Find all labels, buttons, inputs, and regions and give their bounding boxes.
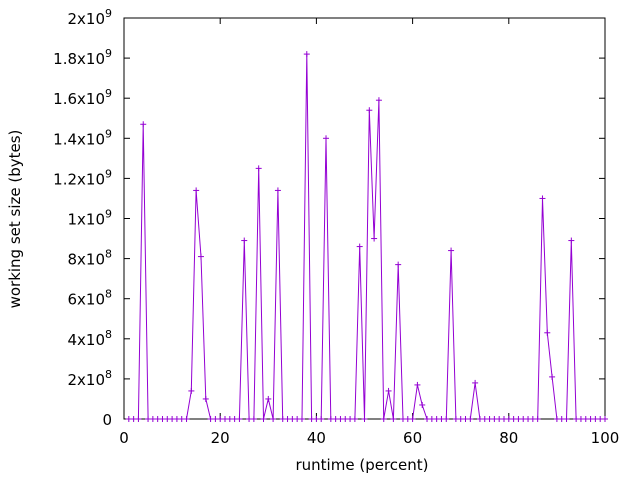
data-point [544,329,551,336]
data-point [140,121,147,128]
data-point [409,416,416,422]
data-point [318,416,325,422]
data-points [125,51,608,422]
x-tick-label: 100 [591,429,620,447]
data-point [366,107,373,114]
data-point [250,416,257,422]
series-line [128,54,605,420]
y-tick-label: 2x109 [67,7,112,28]
data-point [563,416,570,422]
y-tick-label: 8x108 [67,248,112,269]
data-point [414,381,421,388]
y-tick-label: 6x108 [67,288,112,309]
data-point [371,235,378,242]
y-tick-label: 1x109 [67,208,112,229]
data-point [255,165,262,172]
data-point [183,416,190,422]
data-point [356,243,363,250]
data-point [467,416,474,422]
plot-frame [123,17,606,420]
y-tick-label: 1.6x109 [53,87,112,108]
x-tick-label: 60 [403,429,422,447]
data-point [260,416,267,422]
data-point [298,416,305,422]
data-point [188,387,195,394]
data-point [197,253,204,260]
data-point [602,416,608,422]
data-point [236,416,243,422]
x-tick-label: 80 [499,429,518,447]
y-axis-label: working set size (bytes) [6,130,24,309]
data-point [472,379,479,386]
data-point [265,395,272,402]
data-point [534,416,541,422]
data-point [361,416,368,422]
data-point [270,416,277,422]
data-point [303,51,310,58]
data-point [443,416,450,422]
x-axis: 0 20 40 60 80 100 [119,18,619,447]
x-tick-label: 40 [307,429,326,447]
y-tick-label: 1.4x109 [53,127,112,148]
data-point [395,261,402,268]
data-point [202,395,209,402]
x-tick-label: 20 [211,429,230,447]
y-axis: 0 2x108 4x108 6x108 8x108 1x109 1.2x109 1.4x109… [53,7,605,429]
x-tick-label: 0 [119,429,129,447]
data-point [375,97,382,104]
data-point [241,237,248,244]
data-point [539,195,546,202]
data-point [385,387,392,394]
x-axis-label: runtime (percent) [296,456,429,474]
y-tick-label: 0 [102,411,112,429]
data-point [549,373,556,380]
data-point [568,237,575,244]
data-point [193,187,200,194]
data-point [351,416,358,422]
data-point [448,247,455,254]
data-point [390,416,397,422]
data-point [380,416,387,422]
y-tick-label: 4x108 [67,328,112,349]
data-point [419,401,426,408]
data-point [135,416,142,422]
data-point [323,135,330,142]
y-tick-label: 2x108 [67,368,112,389]
y-tick-label: 1.2x109 [53,167,112,188]
data-point [274,187,281,194]
y-tick-label: 1.8x109 [53,47,112,68]
